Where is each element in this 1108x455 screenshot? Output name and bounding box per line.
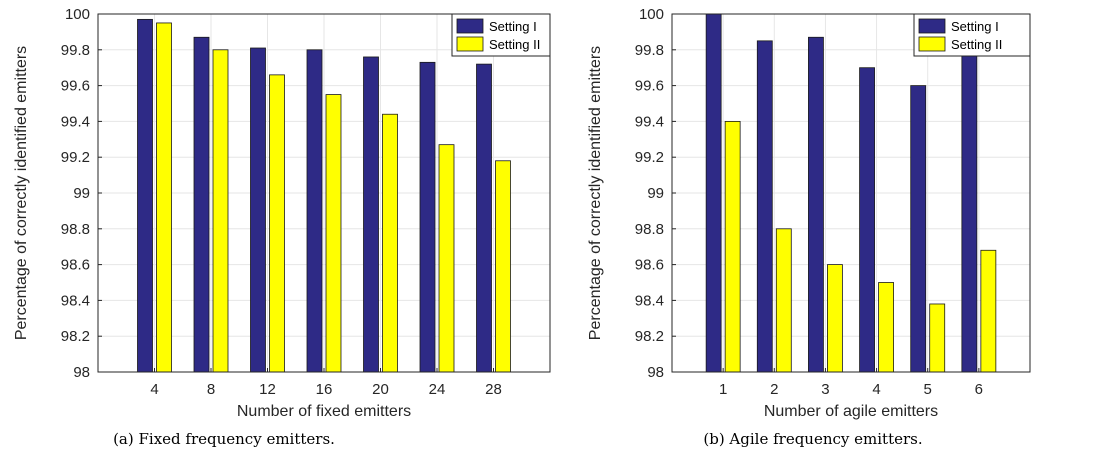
bar-setting-1 bbox=[756, 40, 773, 373]
y-tick-label: 98.6 bbox=[61, 257, 90, 274]
legend-label-setting-2: Setting II bbox=[951, 37, 1002, 52]
bar-setting-1 bbox=[910, 85, 927, 373]
bar-setting-2 bbox=[325, 94, 342, 373]
y-tick-label: 99.8 bbox=[635, 42, 664, 59]
x-tick-label: 12 bbox=[259, 381, 276, 398]
legend-label-setting-1: Setting I bbox=[489, 19, 537, 34]
y-tick-label: 99 bbox=[73, 185, 90, 202]
bar-setting-2 bbox=[827, 264, 843, 373]
x-tick-label: 2 bbox=[770, 381, 778, 398]
y-tick-label: 98 bbox=[73, 364, 90, 381]
x-tick-label: 28 bbox=[485, 381, 502, 398]
y-tick-label: 99.6 bbox=[61, 78, 90, 95]
y-tick-label: 98.8 bbox=[635, 221, 664, 238]
bar-setting-2 bbox=[438, 144, 455, 373]
x-tick-label: 16 bbox=[316, 381, 333, 398]
x-tick-label: 4 bbox=[150, 381, 158, 398]
bar-setting-1 bbox=[419, 61, 436, 373]
bar-setting-1 bbox=[363, 56, 379, 373]
y-tick-label: 99.2 bbox=[635, 149, 664, 166]
bar-setting-2 bbox=[269, 74, 285, 373]
y-tick-label: 98 bbox=[647, 364, 664, 381]
bar-setting-2 bbox=[980, 249, 997, 373]
legend: Setting I Setting II bbox=[451, 13, 551, 57]
y-tick-label: 100 bbox=[65, 6, 90, 23]
bar-setting-1 bbox=[306, 49, 323, 373]
y-tick-label: 98.2 bbox=[635, 328, 664, 345]
legend-label-setting-1: Setting I bbox=[951, 19, 999, 34]
x-tick-label: 4 bbox=[872, 381, 880, 398]
legend-swatch-setting-1 bbox=[918, 18, 946, 34]
x-axis-label: Number of fixed emitters bbox=[237, 403, 411, 420]
chart-panel-a: 98 98.2 98.4 98.6 98.8 99 99.2 99.4 99.6 99.8 100 4… bbox=[13, 6, 551, 448]
bar-setting-2 bbox=[775, 228, 792, 373]
x-tick-label: 20 bbox=[372, 381, 389, 398]
figure-caption: (a) Fixed frequency emitters. bbox=[113, 430, 335, 448]
legend-swatch-setting-1 bbox=[456, 18, 484, 34]
y-axis-label: Percentage of correctly identified emitt… bbox=[587, 46, 604, 340]
legend-swatch-setting-2 bbox=[918, 36, 946, 52]
legend-swatch-setting-2 bbox=[456, 36, 484, 52]
bar-setting-2 bbox=[929, 303, 946, 373]
y-tick-label: 100 bbox=[639, 6, 664, 23]
y-tick-label: 99.8 bbox=[61, 42, 90, 59]
bar-setting-1 bbox=[859, 67, 875, 373]
legend: Setting I Setting II bbox=[913, 13, 1031, 57]
bar-setting-2 bbox=[495, 160, 511, 373]
x-axis-label: Number of agile emitters bbox=[764, 403, 938, 420]
y-tick-label: 98.4 bbox=[61, 292, 90, 309]
bar-setting-1 bbox=[705, 13, 722, 373]
y-tick-label: 98.2 bbox=[61, 328, 90, 345]
bar-setting-2 bbox=[878, 282, 894, 373]
bar-setting-2 bbox=[156, 22, 172, 373]
y-tick-label: 98.4 bbox=[635, 292, 664, 309]
y-axis-label: Percentage of correctly identified emitt… bbox=[13, 46, 30, 340]
axes-box bbox=[671, 13, 1031, 373]
figure-caption: (b) Agile frequency emitters. bbox=[703, 430, 922, 448]
bar-setting-1 bbox=[808, 36, 824, 373]
y-tick-label: 98.8 bbox=[61, 221, 90, 238]
bar-setting-1 bbox=[193, 36, 210, 373]
x-tick-label: 3 bbox=[821, 381, 829, 398]
y-tick-label: 99 bbox=[647, 185, 664, 202]
bar-setting-1 bbox=[476, 63, 492, 373]
legend-label-setting-2: Setting II bbox=[489, 37, 540, 52]
y-tick-label: 98.6 bbox=[635, 257, 664, 274]
x-tick-label: 5 bbox=[924, 381, 932, 398]
bar-setting-1 bbox=[137, 18, 153, 373]
y-tick-label: 99.2 bbox=[61, 149, 90, 166]
x-tick-label: 8 bbox=[207, 381, 215, 398]
y-tick-label: 99.4 bbox=[61, 113, 90, 130]
bar-setting-1 bbox=[961, 36, 978, 373]
chart-panel-b: 98 98.2 98.4 98.6 98.8 99 99.2 99.4 99.6 99.8 100 1… bbox=[587, 6, 1031, 448]
bar-setting-2 bbox=[212, 49, 229, 373]
y-tick-label: 99.6 bbox=[635, 78, 664, 95]
x-tick-label: 1 bbox=[719, 381, 727, 398]
bar-setting-1 bbox=[250, 47, 266, 373]
bar-setting-2 bbox=[382, 113, 398, 373]
x-tick-label: 24 bbox=[429, 381, 446, 398]
bar-setting-2 bbox=[724, 121, 741, 373]
y-tick-label: 99.4 bbox=[635, 113, 664, 130]
x-tick-label: 6 bbox=[975, 381, 983, 398]
